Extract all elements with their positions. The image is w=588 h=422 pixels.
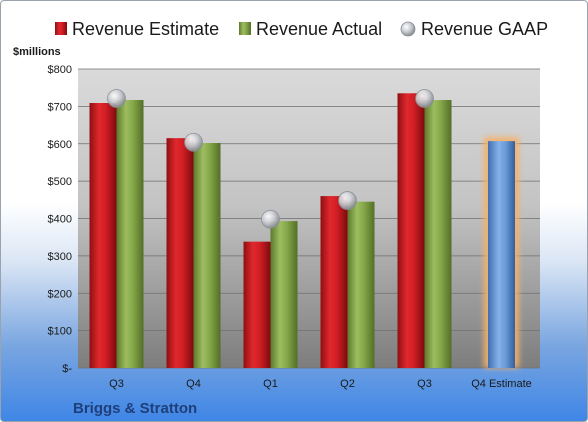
y-axis-unit-label: $millions (13, 46, 61, 58)
marker-revenue-gaap (415, 89, 434, 108)
company-name: Briggs & Stratton (73, 400, 197, 417)
bar-revenue-estimate (243, 241, 271, 368)
bar-revenue-actual (424, 100, 452, 369)
bar-revenue-estimate (320, 196, 348, 368)
y-tick-label: $400 (48, 214, 72, 226)
y-tick-label: $500 (48, 176, 72, 188)
x-category-label: Q1 (263, 378, 278, 390)
y-tick-label: $- (62, 363, 72, 375)
gridlines (78, 68, 540, 369)
marker-revenue-gaap (338, 191, 357, 210)
bar-revenue-actual (270, 221, 298, 368)
x-category-label: Q3 (109, 378, 124, 390)
y-tick-label: $100 (48, 326, 72, 338)
legend-label-revenue-estimate: Revenue Estimate (72, 19, 219, 39)
x-category-label: Q2 (340, 378, 355, 390)
marker-revenue-gaap (107, 89, 126, 108)
legend-swatch-revenue-estimate (55, 22, 67, 35)
x-category-label: Q4 (186, 378, 201, 390)
x-category-label: Q4 Estimate (471, 378, 532, 390)
bar-q4-estimate (488, 141, 515, 368)
y-tick-label: $200 (48, 288, 72, 300)
marker-revenue-gaap (261, 209, 280, 229)
bar-revenue-actual (193, 143, 221, 368)
bars (89, 93, 519, 369)
bar-revenue-estimate (89, 103, 117, 368)
bar-revenue-actual (116, 100, 144, 369)
x-axis-categories: Q3 Q4 Q1 Q2 Q3 Q4 Estimate (109, 378, 532, 390)
y-tick-label: $300 (48, 251, 72, 263)
legend-swatch-revenue-actual (239, 22, 251, 35)
legend-marker-revenue-gaap (400, 21, 416, 37)
marker-revenue-gaap (184, 132, 203, 152)
bar-revenue-actual (347, 201, 375, 368)
y-axis-ticks: $- $100 $200 $300 $400 $500 $600 $700 $800 (48, 64, 73, 375)
y-tick-label: $600 (48, 139, 72, 151)
legend-label-revenue-actual: Revenue Actual (256, 19, 382, 39)
legend-label-revenue-gaap: Revenue GAAP (421, 19, 548, 39)
legend: Revenue Estimate Revenue Actual Revenue … (55, 19, 548, 39)
y-tick-label: $700 (48, 101, 72, 113)
y-tick-label: $800 (48, 64, 72, 76)
gaap-markers (107, 89, 434, 229)
x-category-label: Q3 (417, 378, 432, 390)
bar-revenue-estimate (166, 138, 194, 368)
bar-revenue-estimate (397, 93, 425, 368)
